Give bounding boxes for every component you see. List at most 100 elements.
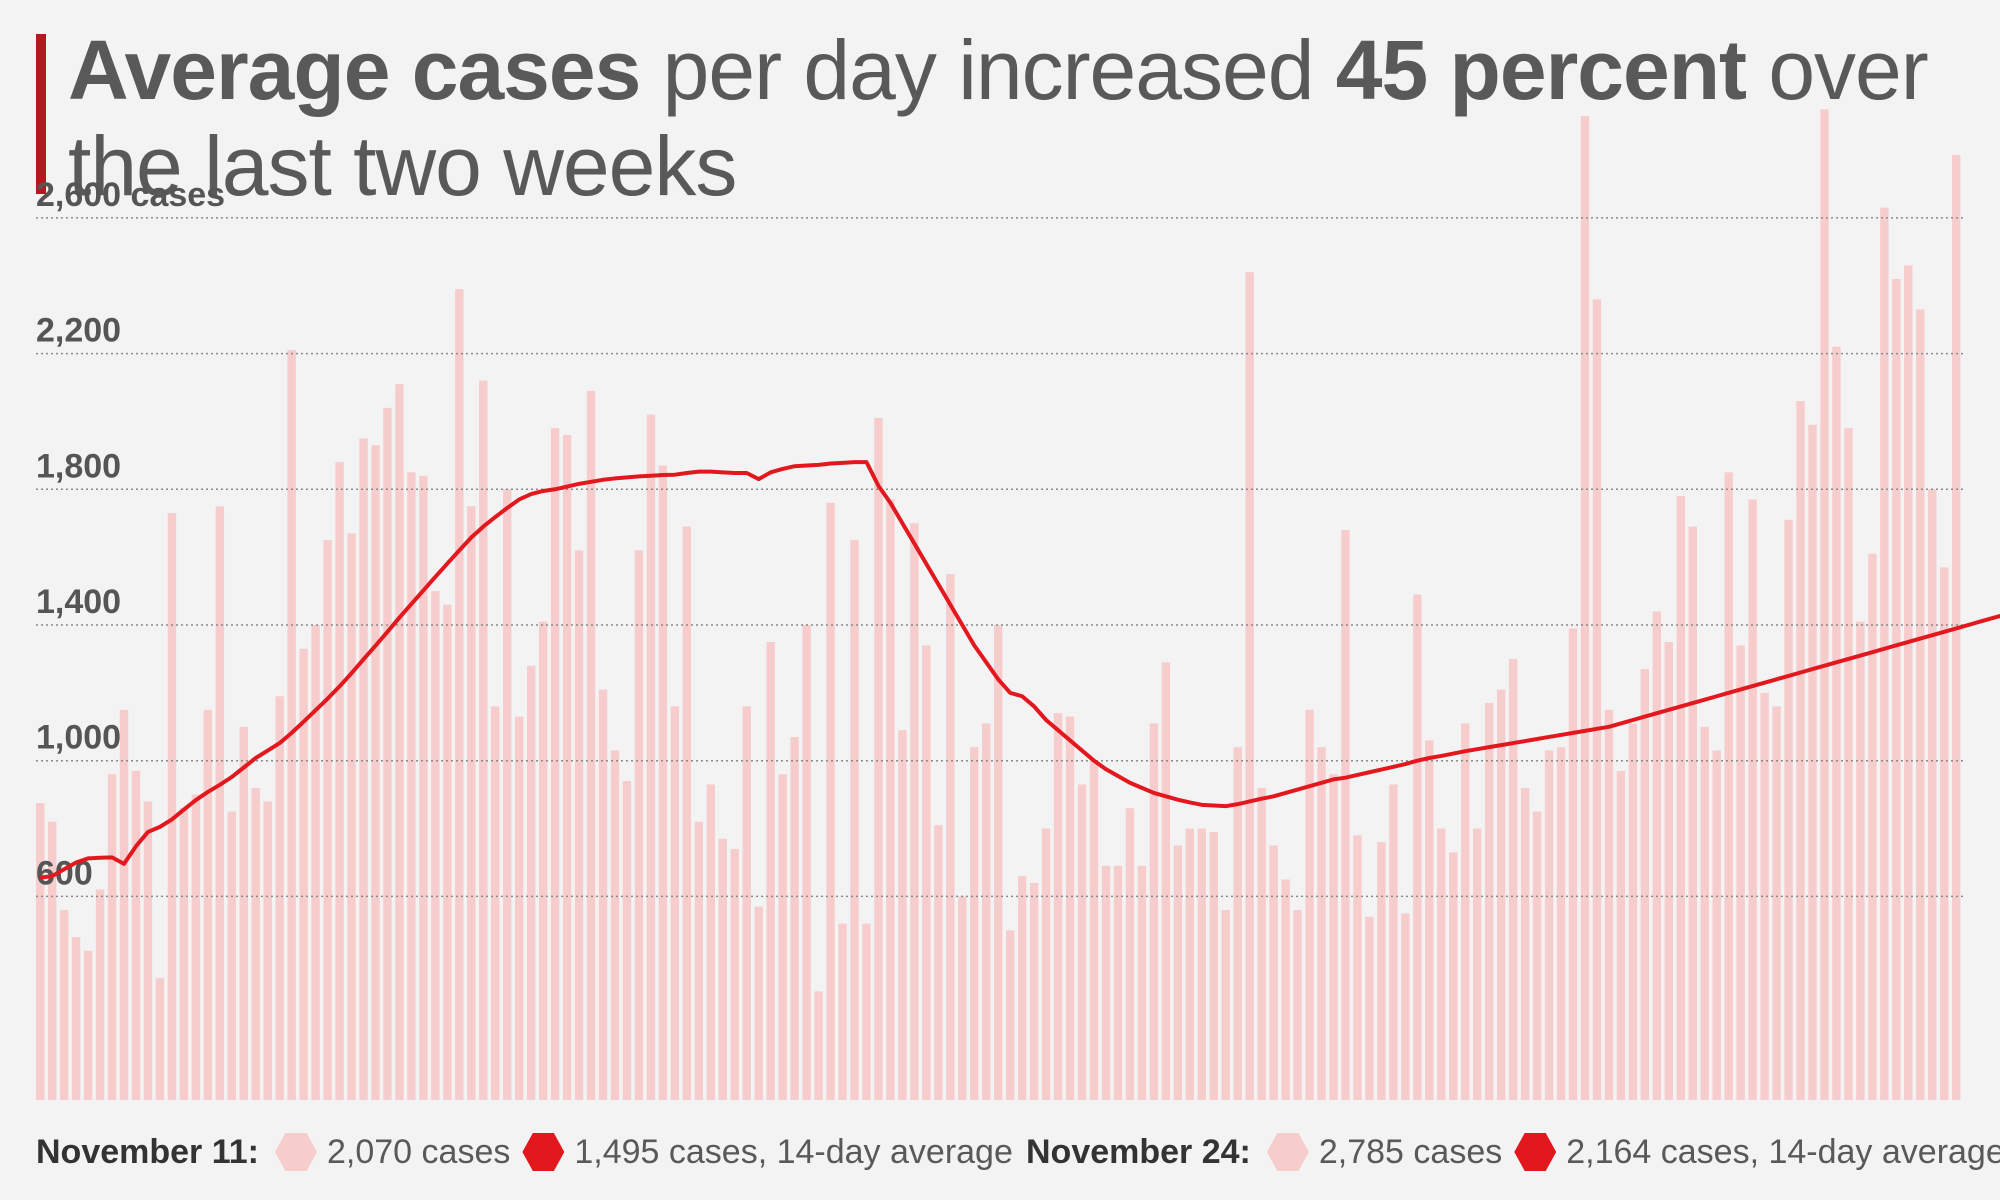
daily-bar xyxy=(790,736,799,1100)
title-bold-phrase: Average cases xyxy=(68,23,641,117)
daily-bar xyxy=(1628,723,1638,1100)
daily-bar xyxy=(1880,207,1889,1100)
daily-bar xyxy=(1892,278,1901,1100)
daily-bar xyxy=(682,526,692,1100)
daily-bar xyxy=(155,977,165,1100)
daily-bar xyxy=(1832,346,1841,1100)
daily-bar xyxy=(1604,709,1614,1100)
daily-bar xyxy=(503,489,512,1100)
daily-bar xyxy=(1149,723,1159,1100)
legend-november-24: November 24: 2,785 cases 2,164 cases, 14… xyxy=(1026,1128,2000,1176)
daily-bar xyxy=(395,384,404,1100)
daily-bar xyxy=(1293,910,1302,1100)
daily-bar xyxy=(119,709,129,1100)
daily-bar xyxy=(766,641,775,1100)
average-line xyxy=(39,460,2000,880)
daily-bar xyxy=(1736,645,1745,1100)
daily-bar xyxy=(1233,747,1242,1100)
daily-bar xyxy=(1077,784,1087,1100)
light-hexagon-icon xyxy=(275,1133,317,1171)
daily-bar xyxy=(215,506,225,1100)
daily-bar xyxy=(754,906,763,1100)
daily-bar xyxy=(1784,519,1793,1100)
daily-bar xyxy=(1209,831,1218,1100)
daily-bar xyxy=(934,825,943,1100)
daily-bar xyxy=(1281,879,1290,1100)
daily-bar xyxy=(1305,709,1314,1100)
daily-bar xyxy=(1796,401,1805,1100)
daily-bar xyxy=(1688,526,1697,1100)
y-tick-label: 2,200 xyxy=(36,312,121,350)
daily-bar xyxy=(1868,553,1877,1100)
daily-bar xyxy=(407,472,416,1100)
daily-bar xyxy=(1473,828,1482,1100)
daily-bar xyxy=(598,689,608,1100)
daily-bar xyxy=(1652,611,1662,1100)
daily-bar xyxy=(1592,299,1602,1100)
daily-bar xyxy=(1544,750,1554,1100)
daily-bar xyxy=(467,506,476,1100)
daily-bar xyxy=(898,730,907,1100)
daily-bar xyxy=(706,784,715,1100)
daily-bar xyxy=(36,803,45,1101)
daily-bar xyxy=(1856,621,1865,1100)
daily-bar xyxy=(1329,774,1338,1100)
daily-bar xyxy=(730,848,739,1100)
title-accent-bar xyxy=(36,34,46,194)
daily-bar xyxy=(1401,913,1410,1100)
daily-bar xyxy=(1616,770,1626,1100)
daily-bar xyxy=(1520,787,1530,1100)
daily-bar xyxy=(850,540,859,1100)
daily-bar xyxy=(1053,713,1063,1100)
daily-bar xyxy=(263,801,272,1100)
daily-bar xyxy=(1377,842,1386,1100)
title-phrase: per day increased xyxy=(640,23,1336,117)
legend-daily-cases: 2,070 cases xyxy=(327,1132,511,1171)
daily-bar xyxy=(347,533,356,1100)
daily-bar xyxy=(838,923,847,1100)
daily-bar xyxy=(1496,689,1506,1100)
daily-bar xyxy=(1029,882,1039,1100)
legend-date: November 24: xyxy=(1026,1132,1251,1171)
y-tick-label: 1,800 xyxy=(36,447,121,485)
daily-bar xyxy=(383,407,392,1100)
daily-bar xyxy=(970,747,979,1100)
daily-bar xyxy=(1197,828,1206,1100)
daily-bar xyxy=(1005,930,1015,1100)
daily-bar xyxy=(323,540,332,1100)
daily-bar xyxy=(479,380,488,1101)
daily-bar xyxy=(1676,496,1685,1100)
daily-bar xyxy=(239,726,248,1100)
daily-bar xyxy=(1413,594,1422,1100)
daily-bar xyxy=(610,750,620,1100)
y-tick-label: 1,400 xyxy=(36,583,121,621)
daily-bar xyxy=(1437,828,1446,1100)
daily-bar xyxy=(371,445,380,1100)
daily-bar xyxy=(1089,760,1099,1100)
title-bold-percent: 45 percent xyxy=(1335,23,1747,117)
daily-bar xyxy=(1712,750,1721,1100)
daily-bar xyxy=(1317,747,1326,1100)
daily-bar xyxy=(1161,662,1171,1100)
daily-bar xyxy=(1928,489,1937,1100)
daily-bar xyxy=(802,625,811,1100)
daily-bar xyxy=(143,801,153,1100)
daily-bar xyxy=(538,621,548,1100)
daily-bar xyxy=(1748,499,1757,1101)
daily-bar xyxy=(47,821,57,1100)
daily-bar xyxy=(1700,726,1709,1100)
y-tick-label: 2,600 cases xyxy=(36,176,225,214)
daily-bar xyxy=(287,350,296,1100)
daily-bar xyxy=(1844,428,1853,1101)
daily-bar xyxy=(646,414,656,1100)
daily-bar xyxy=(1640,669,1650,1100)
daily-bar xyxy=(491,706,500,1100)
daily-bar xyxy=(622,781,632,1100)
daily-bar xyxy=(335,462,344,1100)
daily-bar xyxy=(910,523,919,1100)
daily-bar xyxy=(1449,852,1458,1100)
daily-bar xyxy=(227,811,236,1100)
daily-bar xyxy=(874,418,883,1100)
